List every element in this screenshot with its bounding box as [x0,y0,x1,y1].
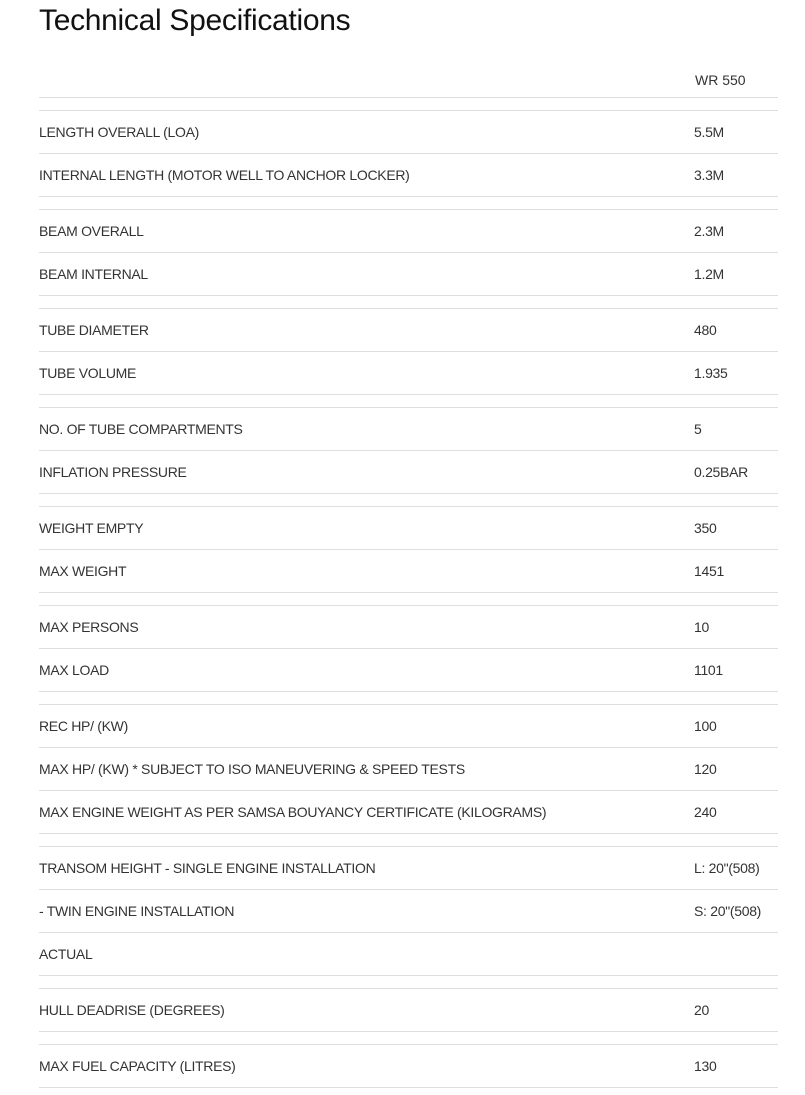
spec-label: INFLATION PRESSURE [39,464,187,480]
spec-value: 2.3M [694,223,724,239]
table-row: MAX LOAD 1101 [39,649,778,692]
table-row: WEIGHT EMPTY 350 [39,507,778,550]
spec-value: 5 [694,421,702,437]
spec-label: LENGTH OVERALL (LOA) [39,124,199,140]
spec-group: REC HP/ (KW) 100 MAX HP/ (KW) * SUBJECT TO… [39,704,778,834]
spec-label: MAX PERSONS [39,619,139,635]
spec-value: 1101 [694,662,723,678]
spec-group: HULL DEADRISE (DEGREES) 20 [39,988,778,1032]
spec-value: 0.25BAR [694,464,748,480]
spec-label: - TWIN ENGINE INSTALLATION [39,903,235,919]
spec-value: 1.935 [694,365,728,381]
table-row: BEAM OVERALL 2.3M [39,210,778,253]
spec-label: TRANSOM HEIGHT - SINGLE ENGINE INSTALLAT… [39,860,376,876]
table-row: - TWIN ENGINE INSTALLATION S: 20"(508) [39,890,778,933]
table-row: INFLATION PRESSURE 0.25BAR [39,451,778,494]
spec-table: WR 550 LENGTH OVERALL (LOA) 5.5M INTERNAL … [39,61,778,1088]
spec-label: INTERNAL LENGTH (MOTOR WELL TO ANCHOR LO… [39,167,410,183]
spec-value: 130 [694,1058,717,1074]
spec-label: MAX LOAD [39,662,109,678]
spec-group: BEAM OVERALL 2.3M BEAM INTERNAL 1.2M [39,209,778,296]
spec-value: S: 20"(508) [694,903,762,919]
spec-label: MAX WEIGHT [39,563,127,579]
spec-group: NO. OF TUBE COMPARTMENTS 5 INFLATION PRESS… [39,407,778,494]
spec-group: MAX PERSONS 10 MAX LOAD 1101 [39,605,778,692]
spec-label: REC HP/ (KW) [39,718,128,734]
spec-value: 1451 [694,563,724,579]
table-row: TUBE VOLUME 1.935 [39,352,778,395]
spec-value: 1.2M [694,266,724,282]
spec-group: TUBE DIAMETER 480 TUBE VOLUME 1.935 [39,308,778,395]
spec-group: WEIGHT EMPTY 350 MAX WEIGHT 1451 [39,506,778,593]
table-row: TUBE DIAMETER 480 [39,309,778,352]
table-row: MAX FUEL CAPACITY (LITRES) 130 [39,1045,778,1088]
spec-value: 120 [694,761,717,777]
table-row: TRANSOM HEIGHT - SINGLE ENGINE INSTALLAT… [39,847,778,890]
spec-label: BEAM INTERNAL [39,266,148,282]
table-row: LENGTH OVERALL (LOA) 5.5M [39,111,778,154]
spec-label: TUBE VOLUME [39,365,137,381]
spec-label: BEAM OVERALL [39,223,144,239]
spec-value: 240 [694,804,717,820]
spec-group: LENGTH OVERALL (LOA) 5.5M INTERNAL LENGTH … [39,110,778,197]
table-row: NO. OF TUBE COMPARTMENTS 5 [39,408,778,451]
spec-value: 10 [694,619,709,635]
table-row: ACTUAL [39,933,778,976]
table-row: HULL DEADRISE (DEGREES) 20 [39,989,778,1032]
spec-label: ACTUAL [39,946,93,962]
page-title: Technical Specifications [39,4,351,37]
table-row: MAX PERSONS 10 [39,606,778,649]
table-header: WR 550 [39,61,778,98]
table-row: MAX ENGINE WEIGHT AS PER SAMSA BOUYANCY … [39,791,778,834]
spec-value: 3.3M [694,167,724,183]
spec-value: 480 [694,322,717,338]
spec-value: 350 [694,520,717,536]
spec-group: MAX FUEL CAPACITY (LITRES) 130 [39,1044,778,1088]
spec-label: TUBE DIAMETER [39,322,149,338]
spec-label: MAX FUEL CAPACITY (LITRES) [39,1058,236,1074]
spec-value: 100 [694,718,717,734]
model-column-header: WR 550 [695,72,746,88]
spec-label: WEIGHT EMPTY [39,520,144,536]
spec-label: MAX ENGINE WEIGHT AS PER SAMSA BOUYANCY … [39,804,547,820]
spec-value: L: 20"(508) [694,860,760,876]
table-row: INTERNAL LENGTH (MOTOR WELL TO ANCHOR LO… [39,154,778,197]
spec-value: 5.5M [694,124,724,140]
spec-label: MAX HP/ (KW) * SUBJECT TO ISO MANEUVERIN… [39,761,465,777]
table-row: MAX HP/ (KW) * SUBJECT TO ISO MANEUVERIN… [39,748,778,791]
table-row: REC HP/ (KW) 100 [39,705,778,748]
spec-label: HULL DEADRISE (DEGREES) [39,1002,225,1018]
table-row: BEAM INTERNAL 1.2M [39,253,778,296]
spec-value: 20 [694,1002,709,1018]
spec-label: NO. OF TUBE COMPARTMENTS [39,421,243,437]
table-row: MAX WEIGHT 1451 [39,550,778,593]
spec-group: TRANSOM HEIGHT - SINGLE ENGINE INSTALLAT… [39,846,778,976]
